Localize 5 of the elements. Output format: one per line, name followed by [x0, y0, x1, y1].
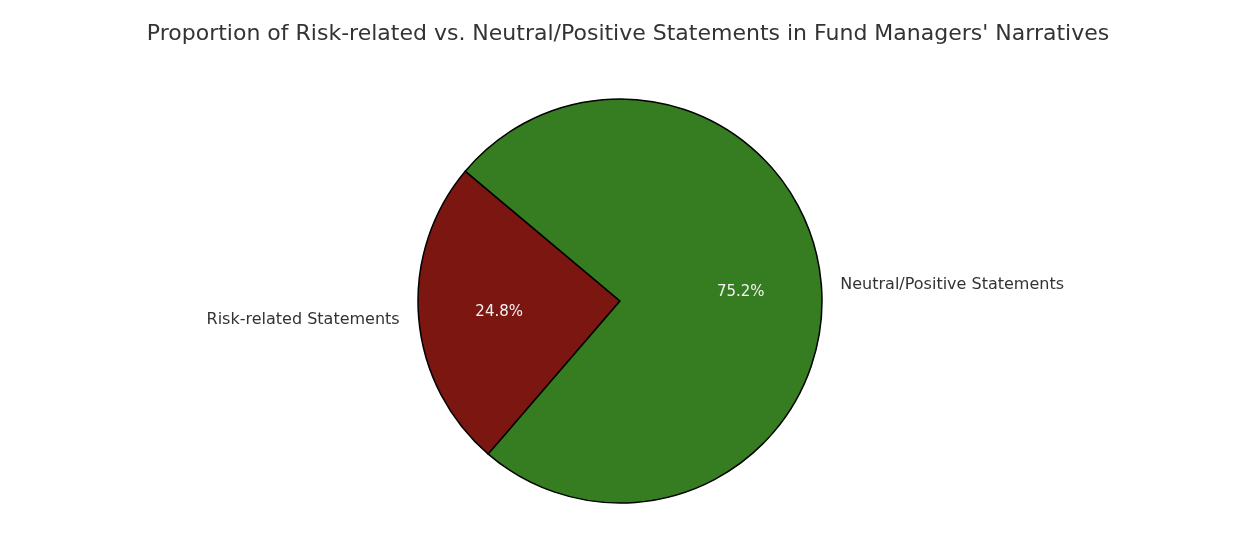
slice-label: Risk-related Statements [206, 308, 400, 328]
slice-label: Neutral/Positive Statements [840, 274, 1065, 294]
data-label: 24.8% [475, 301, 524, 320]
chart-title: Proportion of Risk-related vs. Neutral/Positive Statements in Fund Managers' Narratives [146, 19, 1110, 45]
data-label: 75.2% [716, 282, 765, 301]
